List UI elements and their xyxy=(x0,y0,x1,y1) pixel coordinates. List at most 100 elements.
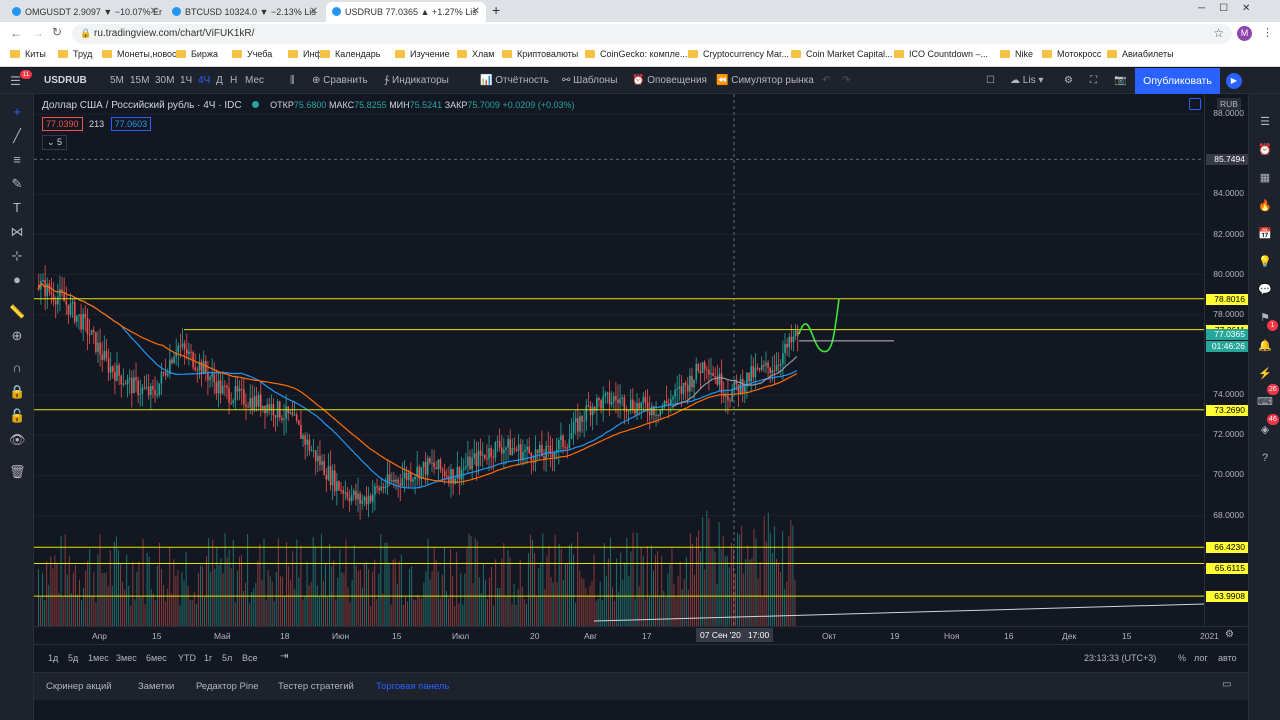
bottom-tab-4[interactable]: Торговая панель xyxy=(376,681,450,692)
undo-icon[interactable]: ↶ xyxy=(822,75,831,86)
new-tab-button[interactable]: + xyxy=(492,2,501,18)
price-axis[interactable]: RUB 88.0000 84.0000 82.0000 80.0000 78.0000 7… xyxy=(1189,94,1248,626)
bookmark-item[interactable]: Монеты,новости xyxy=(102,49,186,59)
range-5[interactable]: YTD xyxy=(178,653,196,663)
auto-toggle[interactable]: авто xyxy=(1218,653,1237,663)
lock-drawing-icon[interactable]: 🔒 xyxy=(9,384,26,399)
bookmark-item[interactable]: Мотокросс xyxy=(1042,49,1101,59)
snapshot-camera-icon[interactable]: 📷 xyxy=(1114,75,1127,86)
bookmark-item[interactable]: Хлам xyxy=(457,49,494,59)
redo-icon[interactable]: ↷ xyxy=(842,75,851,86)
profile-avatar[interactable]: M xyxy=(1237,26,1252,41)
symbol-search-button[interactable]: USDRUB xyxy=(44,75,87,86)
ideas-icon[interactable]: 💡 xyxy=(1258,256,1272,268)
close-tab-icon[interactable]: ✕ xyxy=(309,6,318,17)
bookmark-item[interactable]: Труд xyxy=(58,49,92,59)
browser-menu-icon[interactable]: ⋮ xyxy=(1262,27,1273,39)
bookmark-item[interactable]: Coin Market Capital... xyxy=(791,49,893,59)
range-1[interactable]: 5д xyxy=(68,653,79,663)
crosshair-icon[interactable]: + xyxy=(13,104,21,119)
bookmark-item[interactable]: Инф xyxy=(288,49,322,59)
goto-date-icon[interactable]: ⇥ xyxy=(280,651,289,662)
templates-button[interactable]: ⚯ Шаблоны xyxy=(562,75,618,86)
interval-2[interactable]: 30М xyxy=(155,75,175,86)
prediction-icon[interactable]: ⊹ xyxy=(11,248,23,263)
range-0[interactable]: 1д xyxy=(48,653,59,663)
cloud-layout-button[interactable]: ☁ Lis ▾ xyxy=(1010,75,1044,86)
bookmark-item[interactable]: Киты xyxy=(10,49,46,59)
bookmark-item[interactable]: CoinGecko: комплe... xyxy=(585,49,687,59)
bottom-tab-3[interactable]: Тестер стратегий xyxy=(278,681,354,692)
help-icon[interactable]: ? xyxy=(1261,452,1269,464)
compare-button[interactable]: ⊕ Сравнить xyxy=(312,75,368,86)
publish-button[interactable]: Опубликовать xyxy=(1135,68,1220,94)
range-7[interactable]: 5л xyxy=(222,653,233,663)
axis-settings-icon[interactable]: ⚙ xyxy=(1225,629,1234,640)
interval-0[interactable]: 5М xyxy=(110,75,124,86)
maximize-panel-icon[interactable]: ▭ xyxy=(1222,679,1232,690)
bookmark-item[interactable]: Биржа xyxy=(176,49,218,59)
play-icon[interactable]: ▶ xyxy=(1226,73,1242,89)
eye-icon[interactable]: 👁 xyxy=(9,432,26,447)
financials-button[interactable]: 📊 Отчётность xyxy=(480,75,549,86)
chat-bubble-icon[interactable] xyxy=(1189,98,1201,110)
percent-toggle[interactable]: % xyxy=(1178,653,1187,663)
currency-label[interactable]: RUB xyxy=(1217,98,1241,110)
ruler-icon[interactable]: 📏 xyxy=(9,304,26,319)
chat-icon[interactable]: 💬 xyxy=(1258,284,1272,296)
data-window-icon[interactable]: ▦ xyxy=(1259,172,1271,184)
main-menu-icon[interactable]: ☰ xyxy=(10,74,21,88)
icons-tool-icon[interactable]: ● xyxy=(13,272,21,287)
trend-line[interactable] xyxy=(593,603,1205,622)
range-6[interactable]: 1г xyxy=(204,653,213,663)
browser-tab-btcusd[interactable]: BTCUSD 10324.0 ▼ −2.13% Lis ✕ xyxy=(166,2,324,22)
hotlist-icon[interactable]: 🔥 xyxy=(1258,200,1272,212)
bottom-tab-2[interactable]: Редактор Pine xyxy=(196,681,259,692)
fib-retracement-icon[interactable]: ≡ xyxy=(13,152,21,167)
close-tab-icon[interactable]: ✕ xyxy=(471,6,480,17)
log-toggle[interactable]: лог xyxy=(1194,653,1208,663)
window-controls[interactable]: ─☐✕ xyxy=(1198,3,1265,14)
notifications-icon[interactable]: 🔔 xyxy=(1258,340,1272,352)
indicators-button[interactable]: ∱ Индикаторы xyxy=(384,75,449,86)
unlock-icon[interactable]: 🔓 xyxy=(9,408,26,423)
bookmark-item[interactable]: Nike xyxy=(1000,49,1033,59)
sell-price[interactable]: 77.0390 xyxy=(42,117,83,131)
bottom-tab-1[interactable]: Заметки xyxy=(138,681,175,692)
interval-7[interactable]: Мес xyxy=(245,75,265,86)
bookmark-star-icon[interactable]: ☆ xyxy=(1213,26,1224,40)
interval-3[interactable]: 1Ч xyxy=(180,75,193,86)
timezone-clock[interactable]: 23:13:33 (UTC+3) xyxy=(1084,653,1157,663)
chart-style-icon[interactable]: ⫼ xyxy=(290,75,295,86)
magnet-icon[interactable]: ∩ xyxy=(12,360,22,375)
projection-path[interactable] xyxy=(798,298,840,353)
range-3[interactable]: 3мес xyxy=(116,653,137,663)
range-8[interactable]: Все xyxy=(242,653,258,663)
time-axis[interactable]: ⚙ Апр 15 Май 18 Июн 15 Июл 20 Авг 17 Окт 19 Ноя 16 Дек… xyxy=(34,626,1248,644)
interval-6[interactable]: Н xyxy=(230,75,238,86)
interval-1[interactable]: 15М xyxy=(130,75,150,86)
bottom-tab-0[interactable]: Скринер акций xyxy=(46,681,112,692)
signals-icon[interactable]: ⚡ xyxy=(1258,368,1272,380)
bookmark-item[interactable]: Календарь xyxy=(320,49,380,59)
alerts-icon[interactable]: ⏰ xyxy=(1258,144,1272,156)
bookmark-item[interactable]: Криптовалюты xyxy=(502,49,578,59)
interval-5[interactable]: Д xyxy=(216,75,223,86)
bookmark-item[interactable]: Cryptocurrency Mar... xyxy=(688,49,789,59)
trend-line-icon[interactable]: ╱ xyxy=(13,128,21,143)
browser-tab-usdrub[interactable]: USDRUB 77.0365 ▲ +1.27% Lis ✕ xyxy=(326,2,486,22)
hotkeys-icon[interactable]: ⌨ xyxy=(1257,396,1273,408)
bookmark-item[interactable]: ICO Countdown –... xyxy=(894,49,988,59)
layers-icon[interactable]: ◈ xyxy=(1260,424,1270,436)
forward-icon[interactable]: → xyxy=(32,26,44,40)
browser-tab-omgusdt[interactable]: OMGUSDT 2.9097 ▼ −10.07% Er ✕ xyxy=(6,2,164,22)
url-field[interactable]: 🔒 ru.tradingview.com/chart/ViFUK1kR/ ☆ xyxy=(72,24,1232,44)
buy-price[interactable]: 77.0603 xyxy=(110,117,152,131)
zoom-in-icon[interactable]: ⊕ xyxy=(11,328,23,343)
reload-icon[interactable]: ↻ xyxy=(52,25,63,39)
replay-button[interactable]: ⏪ Симулятор рынка xyxy=(716,75,814,86)
chart-canvas[interactable] xyxy=(34,94,1205,626)
fullscreen-icon[interactable]: ⛶ xyxy=(1090,75,1097,86)
calendar-icon[interactable]: 📅 xyxy=(1258,228,1272,240)
trash-icon[interactable]: 🗑 xyxy=(9,464,26,479)
